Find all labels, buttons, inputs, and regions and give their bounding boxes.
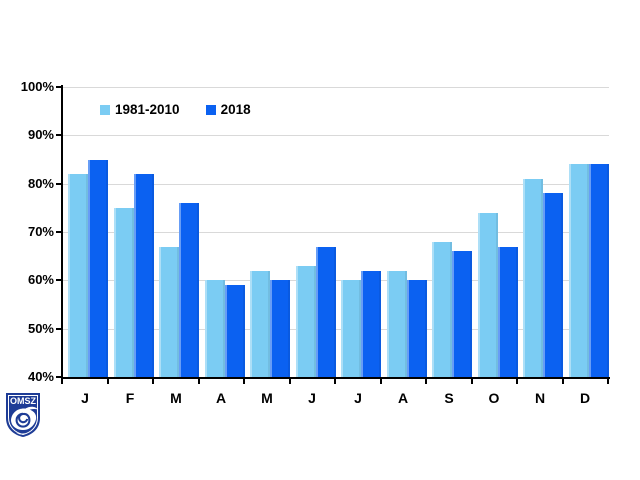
- bar-1981-2010: [478, 213, 498, 377]
- x-axis-label: M: [261, 390, 273, 406]
- y-axis-tick: [56, 376, 61, 378]
- bar-2018: [543, 193, 563, 377]
- legend-label-2018: 2018: [220, 102, 251, 117]
- gridline: [63, 280, 609, 281]
- y-axis-label: 80%: [27, 176, 54, 191]
- bar-1981-2010: [114, 208, 134, 377]
- x-axis-tick: [107, 379, 109, 384]
- legend-swatch-2018: [205, 104, 216, 115]
- bar-1981-2010: [159, 247, 179, 377]
- bar-1981-2010: [523, 179, 543, 377]
- x-axis-label: M: [170, 390, 182, 406]
- bar-1981-2010: [432, 242, 452, 377]
- gridline: [63, 135, 609, 136]
- x-axis-label: A: [397, 390, 409, 406]
- x-axis-line: [61, 377, 610, 379]
- gridline: [63, 232, 609, 233]
- y-axis-label: 60%: [27, 272, 54, 287]
- x-axis-tick: [243, 379, 245, 384]
- bar-2018: [316, 247, 336, 377]
- x-axis-label: J: [81, 390, 89, 406]
- bar-2018: [270, 280, 290, 377]
- x-axis-tick: [471, 379, 473, 384]
- y-axis-tick: [56, 328, 61, 330]
- y-axis-tick: [56, 279, 61, 281]
- x-axis-tick: [334, 379, 336, 384]
- y-axis-tick: [56, 86, 61, 88]
- logo-wing: [25, 406, 38, 411]
- x-axis-label: O: [488, 390, 500, 406]
- x-axis-tick: [198, 379, 200, 384]
- legend-item-2018: 2018: [205, 102, 251, 117]
- bar-2018: [498, 247, 518, 377]
- x-axis-label: A: [215, 390, 227, 406]
- bar-2018: [407, 280, 427, 377]
- x-axis-label: S: [444, 390, 454, 406]
- bar-2018: [589, 164, 609, 377]
- gridline: [63, 184, 609, 185]
- legend-swatch-1981-2010: [100, 104, 110, 115]
- x-axis-tick: [425, 379, 427, 384]
- bar-1981-2010: [387, 271, 407, 377]
- bar-2018: [179, 203, 199, 377]
- logo-wave: [16, 432, 25, 435]
- bar-1981-2010: [341, 280, 361, 377]
- x-axis-label: D: [579, 390, 591, 406]
- y-axis-line: [61, 85, 63, 379]
- bar-2018: [361, 271, 381, 377]
- y-axis-tick: [56, 183, 61, 185]
- bar-2018: [134, 174, 154, 377]
- y-axis-label: 100%: [20, 79, 54, 94]
- y-axis-tick: [56, 231, 61, 233]
- x-axis-tick: [516, 379, 518, 384]
- y-axis-label: 50%: [27, 321, 54, 336]
- x-axis-label: J: [354, 390, 362, 406]
- x-axis-tick: [562, 379, 564, 384]
- x-axis-tick: [607, 379, 609, 384]
- logo-text: OMSZ: [10, 396, 37, 406]
- logo-inner-border: [8, 395, 38, 436]
- legend: 1981-2010 2018: [100, 102, 251, 117]
- omsz-logo: OMSZ: [6, 393, 40, 437]
- gridline: [63, 87, 609, 88]
- logo-spiral: [15, 412, 31, 428]
- x-axis-tick: [289, 379, 291, 384]
- y-axis-label: 90%: [27, 127, 54, 142]
- bar-1981-2010: [296, 266, 316, 377]
- bar-1981-2010: [205, 280, 225, 377]
- bar-2018: [225, 285, 245, 377]
- y-axis-label: 70%: [27, 224, 54, 239]
- gridline: [63, 329, 609, 330]
- bar-1981-2010: [68, 174, 88, 377]
- legend-item-1981-2010: 1981-2010: [100, 102, 180, 117]
- y-axis-tick: [56, 134, 61, 136]
- y-axis-label: 40%: [27, 369, 54, 384]
- x-axis-tick: [152, 379, 154, 384]
- x-axis-label: N: [534, 390, 546, 406]
- legend-label-1981-2010: 1981-2010: [115, 102, 180, 117]
- x-axis-label: F: [125, 390, 135, 406]
- x-axis-tick: [380, 379, 382, 384]
- x-axis-tick: [61, 379, 63, 384]
- bar-1981-2010: [569, 164, 589, 377]
- bar-1981-2010: [250, 271, 270, 377]
- x-axis-label: J: [308, 390, 316, 406]
- bar-2018: [88, 160, 108, 377]
- bar-2018: [452, 251, 472, 377]
